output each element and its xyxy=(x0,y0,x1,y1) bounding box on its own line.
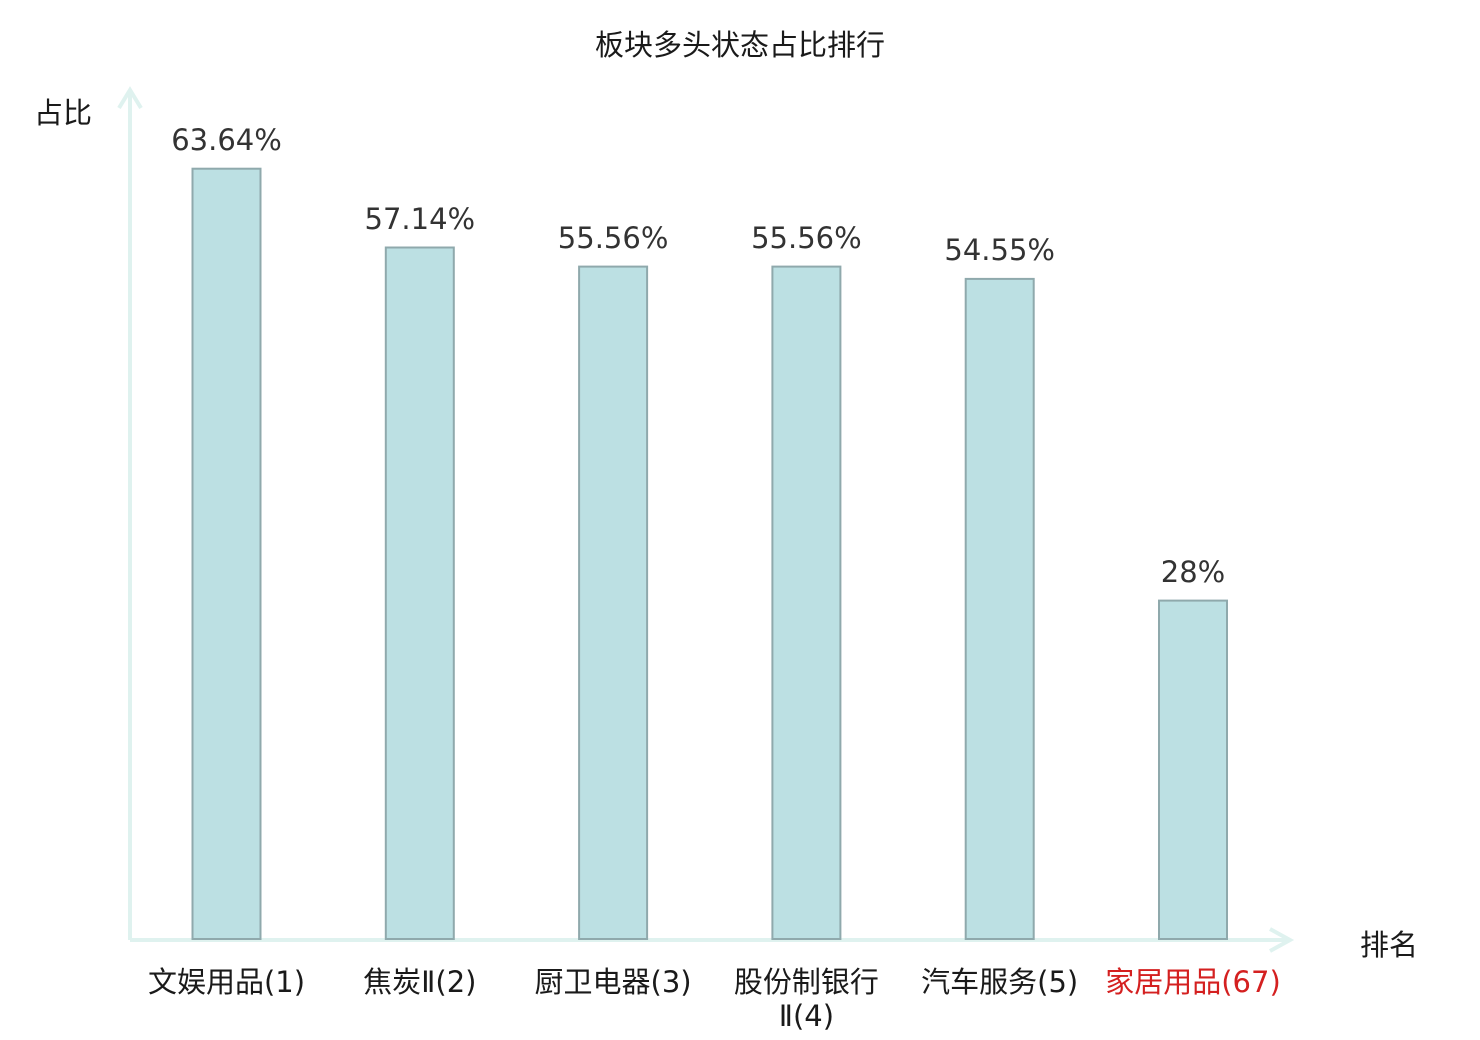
bar xyxy=(771,265,842,941)
bar-value-label: 54.55% xyxy=(944,232,1055,267)
bar-value-label: 28% xyxy=(1160,554,1226,589)
bars xyxy=(191,167,1228,941)
bar-value-label: 55.56% xyxy=(557,220,669,255)
x-tick-label: 家居用品(67) xyxy=(1105,965,1281,999)
bar xyxy=(384,246,455,940)
bar xyxy=(964,277,1035,940)
x-tick-label: 文娱用品(1) xyxy=(147,965,306,999)
x-tick-label: 厨卫电器(3) xyxy=(534,965,692,999)
x-tick-label: 焦炭Ⅱ(2) xyxy=(363,965,477,999)
x-tick-label: 汽车服务(5) xyxy=(921,965,1079,999)
bar-value-label: 57.14% xyxy=(364,201,476,236)
chart-title: 板块多头状态占比排行 xyxy=(594,28,885,62)
y-axis-arrow xyxy=(117,86,143,110)
bar-value-label: 63.64% xyxy=(171,122,282,157)
bar xyxy=(191,167,262,940)
axes xyxy=(117,86,1295,953)
x-tick-label: 股份制银行Ⅱ(4) xyxy=(733,965,879,1033)
x-axis-arrow xyxy=(1269,927,1295,953)
bar-value-label: 55.56% xyxy=(751,220,862,255)
x-axis-label: 排名 xyxy=(1360,928,1419,962)
y-axis-label: 占比 xyxy=(34,96,93,130)
bar xyxy=(578,265,649,941)
bar xyxy=(1158,599,1228,940)
